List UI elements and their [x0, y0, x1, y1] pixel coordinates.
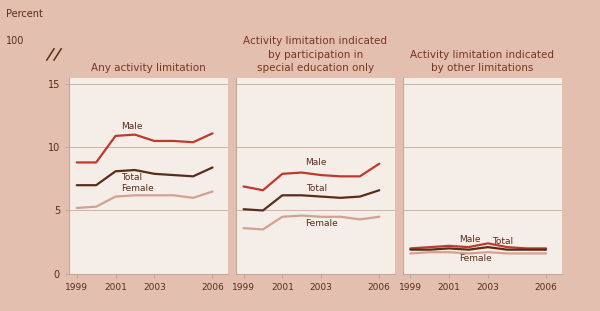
Title: Any activity limitation: Any activity limitation: [91, 63, 206, 73]
Text: Male: Male: [121, 122, 143, 131]
Text: Total: Total: [305, 184, 327, 193]
Text: Total: Total: [121, 173, 142, 182]
Text: Female: Female: [121, 184, 154, 193]
Text: Male: Male: [305, 159, 327, 168]
Title: Activity limitation indicated
by participation in
special education only: Activity limitation indicated by partici…: [244, 36, 388, 73]
Text: Female: Female: [305, 219, 338, 228]
Text: Total: Total: [492, 237, 513, 246]
Title: Activity limitation indicated
by other limitations: Activity limitation indicated by other l…: [410, 50, 554, 73]
Text: 100: 100: [6, 36, 25, 46]
Text: Female: Female: [459, 254, 491, 263]
Text: Percent: Percent: [6, 9, 43, 19]
Text: Male: Male: [459, 235, 481, 244]
